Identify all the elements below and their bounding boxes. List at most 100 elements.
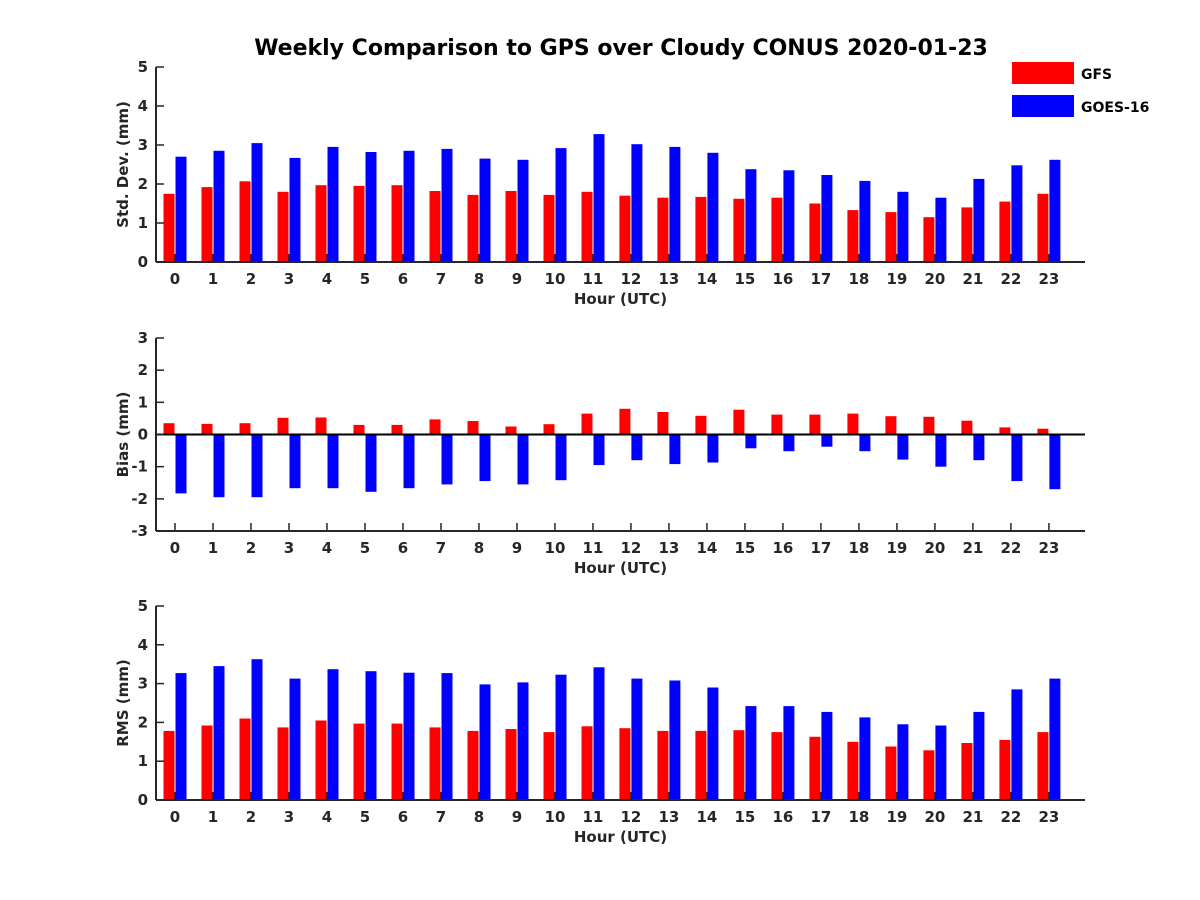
- bar-goes16-hour-12: [631, 678, 643, 800]
- x-tick-label: 20: [924, 539, 945, 557]
- bar-gfs-hour-1: [201, 725, 213, 800]
- y-tick-label: 2: [138, 361, 148, 379]
- x-tick-label: 10: [545, 270, 566, 288]
- y-axis-label: RMS (mm): [114, 659, 132, 746]
- bar-goes16-hour-9: [517, 682, 529, 800]
- bar-gfs-hour-9: [505, 191, 517, 262]
- x-axis-label: Hour (UTC): [574, 290, 667, 308]
- x-tick-label: 8: [474, 270, 484, 288]
- x-tick-label: 1: [208, 539, 218, 557]
- x-tick-label: 16: [772, 270, 793, 288]
- x-tick-label: 21: [962, 808, 983, 826]
- x-tick-label: 12: [621, 270, 642, 288]
- y-tick-label: 5: [138, 58, 148, 76]
- bar-gfs-hour-4: [315, 185, 327, 262]
- bar-gfs-hour-17: [809, 736, 821, 800]
- bar-goes16-hour-14: [707, 687, 719, 800]
- x-tick-label: 1: [208, 808, 218, 826]
- x-tick-label: 2: [246, 539, 256, 557]
- bar-goes16-hour-20: [935, 197, 947, 262]
- x-tick-label: 11: [583, 808, 604, 826]
- bar-gfs-hour-23: [1037, 732, 1049, 800]
- x-tick-label: 18: [848, 539, 869, 557]
- bar-goes16-hour-5: [365, 434, 377, 492]
- bar-goes16-hour-6: [403, 434, 415, 489]
- bar-goes16-hour-9: [517, 159, 529, 262]
- x-tick-label: 14: [697, 270, 718, 288]
- bar-goes16-hour-2: [251, 143, 263, 262]
- bar-goes16-hour-2: [251, 434, 263, 498]
- bar-goes16-hour-8: [479, 434, 491, 482]
- bar-goes16-hour-8: [479, 684, 491, 800]
- x-tick-label: 14: [697, 539, 718, 557]
- bar-gfs-hour-11: [581, 191, 593, 262]
- x-tick-label: 23: [1038, 808, 1059, 826]
- bar-gfs-hour-19: [885, 212, 897, 262]
- bar-gfs-hour-18: [847, 741, 859, 800]
- bar-goes16-hour-6: [403, 672, 415, 800]
- bar-gfs-hour-16: [771, 732, 783, 800]
- bar-goes16-hour-12: [631, 144, 643, 262]
- x-tick-label: 13: [659, 539, 680, 557]
- x-tick-label: 4: [322, 270, 332, 288]
- bar-gfs-hour-20: [923, 750, 935, 800]
- x-tick-label: 13: [659, 808, 680, 826]
- x-tick-label: 15: [734, 539, 755, 557]
- bar-goes16-hour-13: [669, 680, 681, 800]
- bar-goes16-hour-16: [783, 170, 795, 262]
- x-tick-label: 1: [208, 270, 218, 288]
- x-tick-label: 19: [886, 270, 907, 288]
- y-tick-label: 0: [138, 791, 148, 809]
- bar-goes16-hour-11: [593, 434, 605, 466]
- bar-goes16-hour-19: [897, 724, 909, 800]
- bar-goes16-hour-16: [783, 434, 795, 452]
- y-axis-label: Std. Dev. (mm): [114, 101, 132, 228]
- bar-goes16-hour-17: [821, 434, 833, 447]
- x-tick-label: 16: [772, 808, 793, 826]
- x-tick-label: 10: [545, 539, 566, 557]
- y-tick-label: 0: [138, 426, 148, 444]
- x-tick-label: 8: [474, 808, 484, 826]
- x-tick-label: 12: [621, 808, 642, 826]
- bar-gfs-hour-4: [315, 417, 327, 435]
- x-tick-label: 5: [360, 539, 370, 557]
- legend-label-gfs: GFS: [1081, 67, 1112, 83]
- bar-goes16-hour-1: [213, 666, 225, 800]
- x-tick-label: 22: [1000, 270, 1021, 288]
- bar-goes16-hour-4: [327, 669, 339, 800]
- bar-goes16-hour-23: [1049, 434, 1061, 490]
- bar-gfs-hour-21: [961, 207, 973, 262]
- bar-gfs-hour-10: [543, 424, 555, 435]
- bar-gfs-hour-3: [277, 417, 289, 435]
- bar-gfs-hour-9: [505, 729, 517, 800]
- legend-swatch-goes16: [1012, 95, 1074, 117]
- bar-goes16-hour-7: [441, 673, 453, 800]
- x-tick-label: 9: [512, 539, 522, 557]
- bar-goes16-hour-13: [669, 146, 681, 262]
- bar-gfs-hour-18: [847, 413, 859, 435]
- x-tick-label: 5: [360, 270, 370, 288]
- bar-goes16-hour-2: [251, 659, 263, 800]
- x-tick-label: 15: [734, 270, 755, 288]
- bar-gfs-hour-8: [467, 730, 479, 800]
- bar-gfs-hour-17: [809, 203, 821, 262]
- x-tick-label: 7: [436, 539, 446, 557]
- bar-gfs-hour-5: [353, 424, 365, 435]
- x-tick-label: 7: [436, 270, 446, 288]
- y-tick-label: 4: [138, 97, 148, 115]
- bar-goes16-hour-3: [289, 434, 301, 489]
- y-axis-label: Bias (mm): [114, 392, 132, 478]
- x-tick-label: 17: [810, 270, 831, 288]
- y-tick-label: 5: [138, 597, 148, 615]
- legend: GFS GOES-16: [1012, 62, 1149, 117]
- bar-gfs-hour-13: [657, 412, 669, 435]
- legend-swatch-gfs: [1012, 62, 1074, 84]
- bar-goes16-hour-5: [365, 152, 377, 262]
- y-tick-label: 3: [138, 136, 148, 154]
- bar-goes16-hour-5: [365, 671, 377, 800]
- x-tick-label: 16: [772, 539, 793, 557]
- x-axis-label: Hour (UTC): [574, 559, 667, 577]
- bar-gfs-hour-17: [809, 414, 821, 435]
- y-tick-label: -2: [131, 490, 148, 508]
